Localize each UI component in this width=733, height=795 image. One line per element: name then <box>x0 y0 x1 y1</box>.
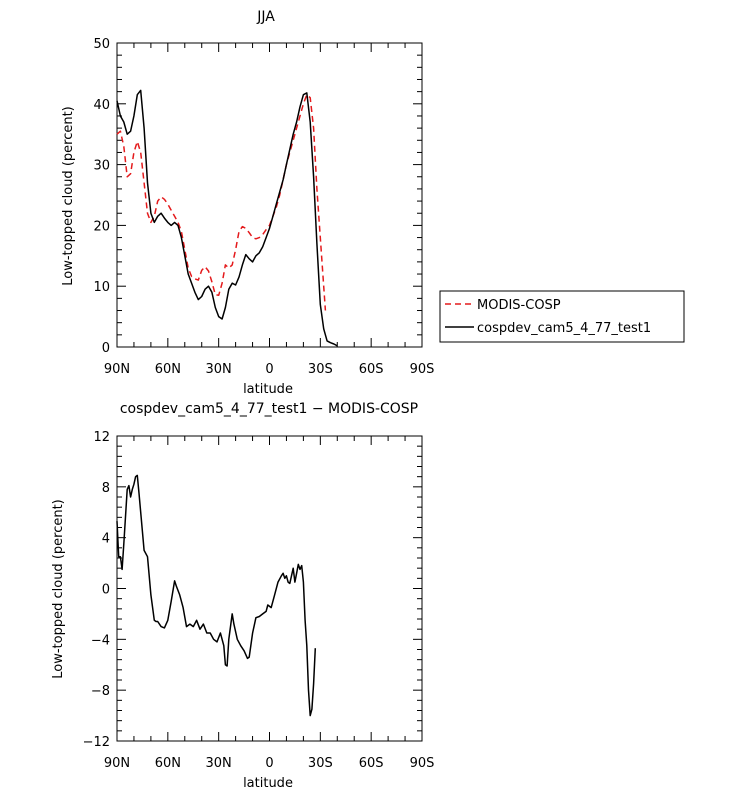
top-series-line-0 <box>116 93 327 311</box>
top-chart-ticks: 90N 60N 30N 0 30S 60S 90S 0 10 20 30 40 50 <box>93 37 434 377</box>
top-series-line-1 <box>116 89 338 347</box>
top-chart-frame <box>116 42 423 348</box>
top-x-tick-label: 60N <box>155 362 181 377</box>
top-chart-series <box>116 89 338 347</box>
bottom-y-tick-label: 12 <box>93 430 110 445</box>
bottom-chart-series <box>116 474 317 717</box>
bottom-x-tick-label: 30N <box>206 756 232 771</box>
top-chart-panel: JJA 90N 60N 30N 0 30S 60S 90S 0 10 20 30 40 50 latit… <box>61 9 685 397</box>
bottom-y-tick-label: −4 <box>91 633 110 648</box>
top-y-tick-label: 30 <box>93 159 110 174</box>
bottom-y-tick-label: −12 <box>83 735 110 750</box>
top-y-tick-label: 0 <box>102 341 110 356</box>
top-x-tick-label: 0 <box>265 362 273 377</box>
bottom-x-tick-label: 0 <box>265 756 273 771</box>
legend-label-cospdev: cospdev_cam5_4_77_test1 <box>477 321 651 336</box>
top-x-tick-label: 90N <box>104 362 130 377</box>
top-y-tick-label: 10 <box>93 280 110 295</box>
bottom-y-tick-label: 4 <box>102 532 110 547</box>
bottom-x-tick-label: 90S <box>410 756 435 771</box>
bottom-chart-ticks: 90N 60N 30N 0 30S 60S 90S −12 −8 −4 0 4 8 12 <box>83 430 435 771</box>
bottom-x-tick-label: 60N <box>155 756 181 771</box>
legend-frame <box>439 290 685 343</box>
top-chart-legend: MODIS-COSP cospdev_cam5_4_77_test1 <box>439 290 685 343</box>
top-chart-y-axis-label: Low-topped cloud (percent) <box>61 106 76 286</box>
bottom-chart-panel: cospdev_cam5_4_77_test1 − MODIS-COSP 90N… <box>51 401 434 791</box>
top-x-tick-label: 90S <box>410 362 435 377</box>
bottom-chart-y-axis-label: Low-topped cloud (percent) <box>51 499 66 679</box>
top-y-tick-label: 20 <box>93 219 110 234</box>
bottom-x-tick-label: 60S <box>359 756 384 771</box>
bottom-chart-title: cospdev_cam5_4_77_test1 − MODIS-COSP <box>120 401 418 417</box>
bottom-y-tick-label: 0 <box>102 583 110 598</box>
bottom-series-line-0 <box>116 474 317 717</box>
top-chart-title: JJA <box>256 9 275 25</box>
bottom-chart-frame <box>116 435 423 742</box>
top-chart-x-axis-label: latitude <box>243 382 293 397</box>
top-x-tick-label: 30N <box>206 362 232 377</box>
legend-label-modis: MODIS-COSP <box>477 298 561 313</box>
top-y-tick-label: 40 <box>93 98 110 113</box>
top-x-tick-label: 30S <box>308 362 333 377</box>
bottom-y-tick-label: 8 <box>102 481 110 496</box>
top-y-tick-label: 50 <box>93 37 110 52</box>
top-x-tick-label: 60S <box>359 362 384 377</box>
bottom-x-tick-label: 30S <box>308 756 333 771</box>
bottom-x-tick-label: 90N <box>104 756 130 771</box>
bottom-chart-x-axis-label: latitude <box>243 776 293 791</box>
bottom-y-tick-label: −8 <box>91 684 110 699</box>
